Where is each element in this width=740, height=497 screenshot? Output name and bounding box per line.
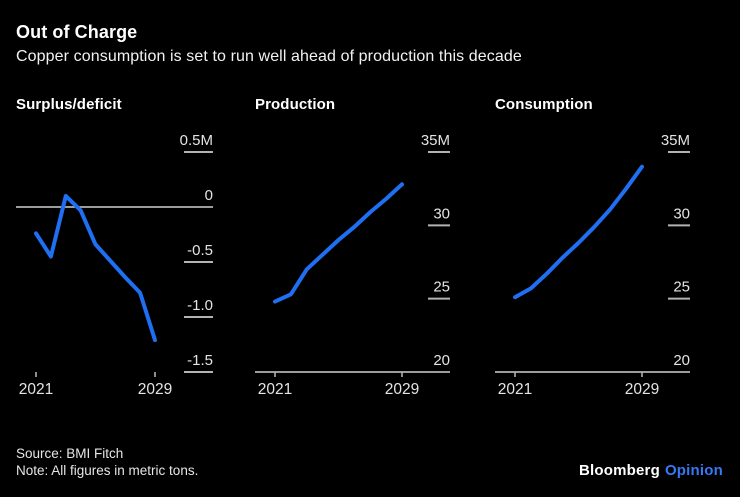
y-axis-label: 35M [421, 132, 450, 149]
figures-note: Note: All figures in metric tons. [16, 462, 199, 478]
x-axis-label: 2021 [19, 381, 53, 398]
y-axis-label: -0.5 [187, 242, 213, 259]
x-axis-label: 2029 [138, 381, 172, 398]
source-note: Source: BMI Fitch [16, 446, 124, 461]
chart-surplus-deficit: 0.5M 0 -0.5 -1.0 -1.5 2021 2029 [16, 132, 213, 398]
panel-title-consumption: Consumption [495, 96, 593, 113]
y-axis-label: 30 [433, 205, 450, 222]
x-axis-label: 2029 [625, 381, 659, 398]
chart-subtitle: Copper consumption is set to run well ah… [16, 48, 522, 65]
x-axis-label: 2029 [385, 381, 419, 398]
y-axis-label: -1.0 [187, 297, 213, 314]
x-axis-label: 2021 [498, 381, 532, 398]
panel-consumption: Consumption 35M 30 25 20 2021 2029 [495, 96, 690, 406]
y-axis-label: 0 [205, 187, 213, 204]
x-axis-label: 2021 [258, 381, 292, 398]
y-axis-label: -1.5 [187, 352, 213, 369]
data-line-surplus-deficit [34, 194, 157, 343]
y-axis-label: 25 [673, 279, 690, 296]
y-axis-label: 20 [673, 352, 690, 369]
y-axis-label: 25 [433, 279, 450, 296]
brand-opinion: Opinion [664, 462, 723, 479]
data-line-consumption [513, 164, 644, 300]
y-axis-label: 0.5M [180, 132, 213, 149]
panel-production: Production 35M 30 25 20 2021 2029 [255, 96, 450, 406]
data-line-production [273, 182, 404, 304]
brand-bloomberg: Bloomberg [578, 462, 660, 479]
y-axis-label: 20 [433, 352, 450, 369]
panel-title-surplus-deficit: Surplus/deficit [16, 96, 122, 113]
panel-title-production: Production [255, 96, 336, 113]
y-axis-label: 30 [673, 205, 690, 222]
chart-title: Out of Charge [16, 22, 138, 42]
bloomberg-opinion-logo: Bloomberg Opinion [579, 462, 723, 479]
footer-notes: Source: BMI Fitch Note: All figures in m… [16, 446, 198, 479]
chart-production: 35M 30 25 20 2021 2029 [255, 132, 450, 398]
chart-consumption: 35M 30 25 20 2021 2029 [495, 132, 690, 398]
y-axis-label: 35M [661, 132, 690, 149]
panel-surplus-deficit: Surplus/deficit 0.5M 0 -0.5 -1.0 -1.5 2021 202… [16, 96, 213, 406]
